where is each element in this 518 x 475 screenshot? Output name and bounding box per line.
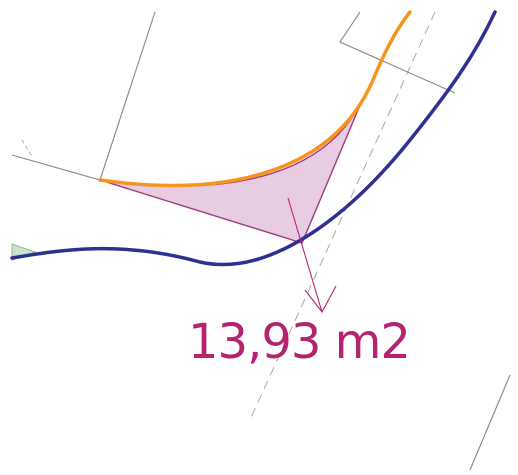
lot-boundary-top-right <box>339 11 456 94</box>
lot-boundary-bottom-right <box>469 374 511 471</box>
dashed-guide-left <box>21 139 34 159</box>
lot-boundary-left <box>99 11 156 181</box>
area-polygon <box>99 97 364 244</box>
orange-road-edge <box>98 10 412 188</box>
blue-road-edge <box>10 10 497 267</box>
lot-boundary-lower-left <box>11 154 101 181</box>
leader-line <box>287 197 323 313</box>
leader-arrowhead <box>304 285 337 314</box>
area-label: 13,93 m2 <box>188 314 411 370</box>
